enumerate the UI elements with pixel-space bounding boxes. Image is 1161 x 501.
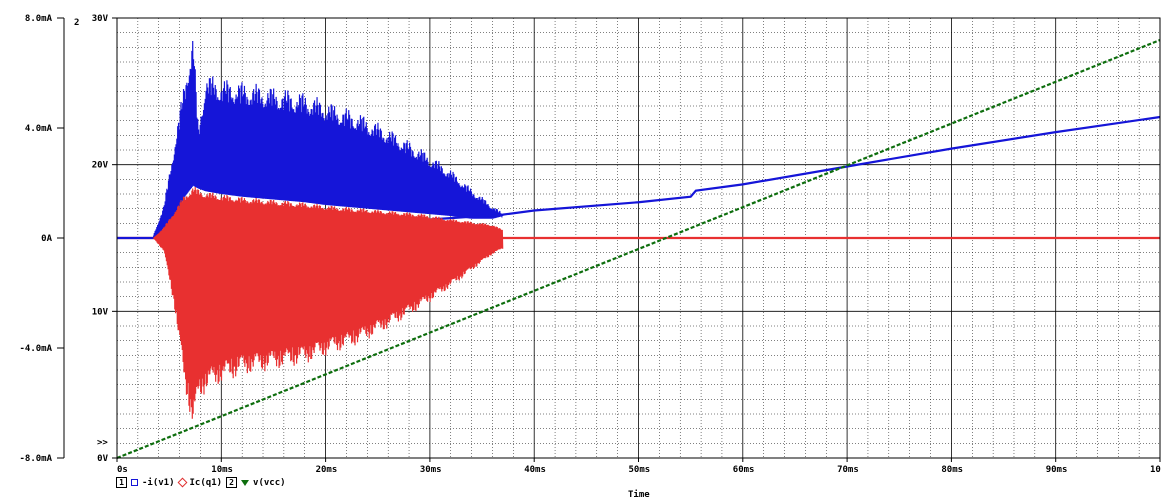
trace-oscillation--i-v1- [152, 41, 504, 238]
x-tick-label: 80ms [941, 465, 963, 475]
legend-entry-i-v1[interactable]: -i(v1) [142, 477, 175, 488]
axis2-tick-label: 0V [97, 454, 108, 464]
axis2-top-label: 2 [74, 18, 79, 28]
legend: 1 -i(v1) Ic(q1) 2 v(vcc) [116, 477, 286, 488]
legend-square-marker-icon [131, 479, 138, 486]
x-tick-label: 40ms [524, 465, 546, 475]
legend-entry-ic-q1[interactable]: Ic(q1) [189, 477, 223, 488]
x-tick-label: 20ms [316, 465, 338, 475]
legend-axis2-box[interactable]: 2 [226, 477, 238, 488]
x-tick-label: 0s [117, 465, 128, 475]
axis2-tick-label: 20V [92, 161, 109, 171]
trace--i-v1- [117, 115, 1161, 240]
x-tick-label: 50ms [629, 465, 651, 475]
axis1-tick-label: 4.0mA [25, 124, 53, 134]
axis1-tick-label: 0A [41, 234, 52, 244]
trace-v-vcc- [116, 38, 1161, 460]
axis1-tick-label: -8.0mA [19, 454, 52, 464]
legend-axis1-box[interactable]: 1 [116, 477, 127, 488]
x-axis-title: Time [628, 490, 650, 500]
trace-oscillation-Ic-q1- [153, 187, 504, 419]
legend-diamond-marker-icon [177, 477, 187, 488]
axis2-tick-label: 30V [92, 14, 109, 24]
ticks: 0s 10ms 20ms 30ms 40ms 50ms 60ms 70ms 80ms 90ms 10… [19, 14, 1161, 475]
legend-entry-v-vcc[interactable]: v(vcc) [253, 477, 286, 488]
legend-triangle-marker-icon [241, 479, 250, 486]
axis-selector-marker[interactable]: >> [97, 438, 108, 448]
x-tick-label: 30ms [420, 465, 442, 475]
x-tick-label: 70ms [837, 465, 859, 475]
traces [116, 38, 1161, 460]
x-tick-label: 90ms [1046, 465, 1068, 475]
axis2-tick-label: 10V [92, 307, 109, 317]
x-tick-label: 10ms [211, 465, 233, 475]
axis1-tick-label: -4.0mA [19, 344, 52, 354]
x-tick-label: 60ms [733, 465, 755, 475]
axis1-tick-label: 8.0mA [25, 14, 53, 24]
x-tick-label: 100ms [1150, 465, 1161, 475]
